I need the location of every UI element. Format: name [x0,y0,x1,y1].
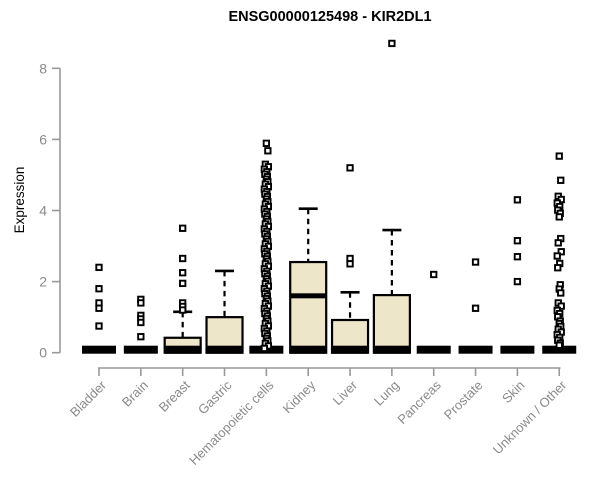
collapsed-box-bar [458,345,493,354]
outlier-point [554,239,562,247]
x-category-label: Breast [156,377,193,414]
x-category-label: Unknown / Other [490,377,570,457]
collapsed-box-bar [82,345,116,354]
collapsed-box-bar [500,345,535,354]
collapsed-box-bar [416,345,451,354]
outlier-point [557,176,565,184]
outlier-point [137,299,145,307]
x-category-label: Gastric [195,377,235,417]
outlier-point [557,289,565,297]
median-zero-bar [332,345,369,354]
outlier-point [95,263,103,272]
outlier-point [471,258,480,266]
outlier-point [555,341,563,349]
y-tick-label: 0 [39,345,47,361]
median-zero-bar [206,345,243,354]
outlier-point [513,277,522,286]
outlier-point [179,269,187,277]
median-zero-bar [290,345,327,354]
y-tick-label: 6 [39,131,47,147]
x-category-label: Skin [499,378,527,406]
outlier-point [471,304,480,312]
outlier-point [260,344,269,353]
outlier-point [95,304,103,312]
outlier-point [555,152,563,160]
outlier-point [513,237,522,245]
outlier-point [553,252,561,260]
outlier-point [179,254,187,263]
chart-title: ENSG00000125498 - KIR2DL1 [228,9,431,25]
box [289,260,328,354]
outlier-point [388,39,396,48]
outlier-point [513,196,522,204]
outlier-point [95,285,103,293]
x-category-label: Kidney [280,377,319,416]
median-zero-bar [164,345,201,354]
outlier-point [555,213,563,221]
outlier-point [179,279,187,288]
collapsed-box-bar [542,345,577,354]
outlier-point [430,270,438,279]
outlier-point [179,306,187,314]
outlier-point [557,248,565,256]
outlier-point [262,139,271,147]
median-zero-bar [373,345,410,354]
y-tick-label: 8 [39,60,47,76]
outlier-point [95,322,103,330]
outlier-point [137,318,145,327]
y-tick-label: 2 [39,274,47,290]
box [372,294,411,354]
outlier-point [557,302,565,310]
outlier-point [264,147,272,155]
outlier-point [346,260,354,268]
outlier-point [137,333,145,341]
outlier-point [179,224,187,232]
collapsed-box-bar [123,345,158,354]
x-category-label: Pancreas [394,377,444,427]
y-axis-title: Expression [12,167,27,234]
outlier-point [554,264,562,272]
outlier-point [513,253,522,261]
x-category-label: Brain [119,378,151,410]
x-category-label: Bladder [67,377,110,420]
x-category-label: Liver [330,377,361,408]
median-line [290,293,327,299]
outlier-point [346,164,354,172]
y-tick-label: 4 [39,203,47,219]
x-category-label: Prostate [441,378,486,423]
x-category-label: Lung [371,378,402,409]
